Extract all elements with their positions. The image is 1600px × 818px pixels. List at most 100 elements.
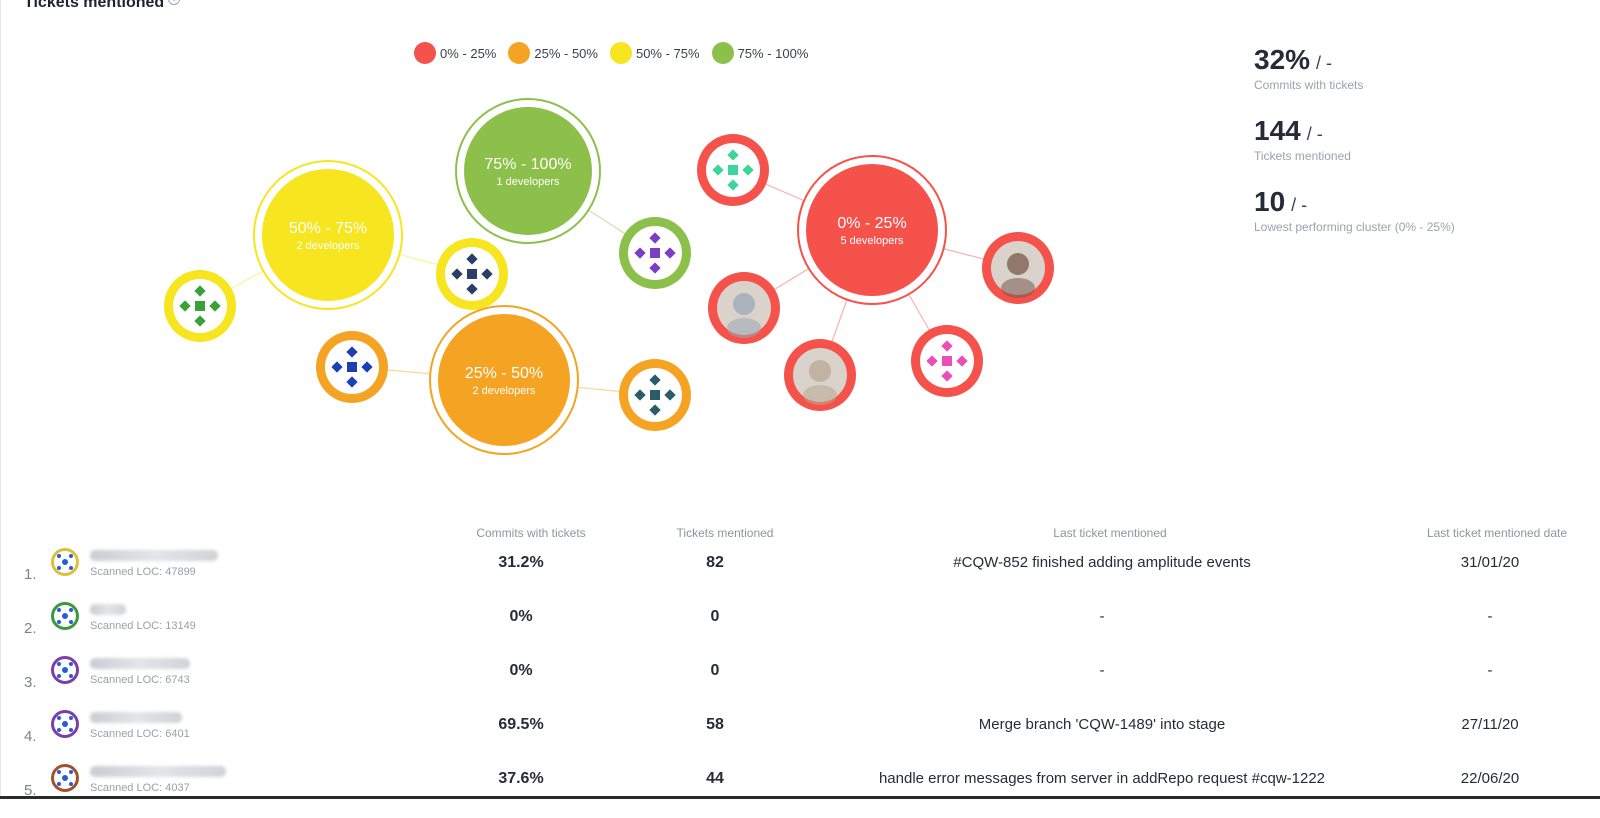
cluster-bubble-chart: 0% - 25% 5 developers 25% - 50% 2 developer… [164,98,1054,455]
avatar[interactable] [51,710,79,738]
section-header: Tickets mentioned i [24,0,181,12]
identicon-tile [727,179,739,191]
cluster-nodes: 0% - 25% 5 developers 25% - 50% 2 developer… [164,98,1054,455]
developer-node[interactable] [164,270,236,342]
tickets-mentioned-value: 44 [706,770,724,787]
identicon-center [728,165,738,175]
cluster-fill [806,164,938,296]
stat-tickets-mentioned: 144 / - Tickets mentioned [1254,115,1554,163]
cluster-developers-label: 2 developers [473,385,536,397]
last-ticket-value[interactable]: Merge branch 'CQW-1489' into stage [978,716,1226,733]
developer-node[interactable] [911,325,983,397]
column-header-commits[interactable]: Commits with tickets [476,526,586,540]
identicon-tile [451,268,463,280]
developer-node[interactable] [708,272,780,344]
developer-node[interactable] [784,339,856,411]
identicon-tile [926,355,938,367]
last-ticket-value[interactable]: - [1099,608,1105,625]
cluster-range-label: 25% - 50% [465,365,543,382]
legend-swatch [711,42,734,64]
legend-item-50-75[interactable]: 50% - 75% [609,42,700,64]
cluster-range-label: 75% - 100% [484,156,571,173]
cluster-bubble-0-25[interactable]: 0% - 25% 5 developers [797,155,947,305]
legend-item-0-25[interactable]: 0% - 25% [414,42,496,64]
cluster-range-label: 0% - 25% [837,215,906,232]
identicon-tile [346,376,358,388]
legend-item-25-50[interactable]: 25% - 50% [508,42,598,64]
table-row[interactable]: 3. Scanned LOC: 6743 0% 0 - - [0,656,1600,710]
tickets-mentioned-value: 82 [706,554,724,571]
identicon-tile [331,361,343,373]
avatar-photo-head [1007,253,1029,275]
developer-node[interactable] [619,217,691,289]
column-header-last-ticket[interactable]: Last ticket mentioned [1053,526,1167,540]
last-ticket-date-value: 22/06/20 [1460,770,1520,787]
identicon-center [195,301,205,311]
identicon-tile [194,315,206,327]
cluster-fill [438,314,570,446]
last-ticket-value[interactable]: handle error messages from server in add… [878,770,1326,787]
identicon-tile [209,300,221,312]
stat-label: Lowest performing cluster (0% - 25%) [1254,220,1455,234]
identicon-tile [649,404,661,416]
blurred-developer-name [90,658,190,669]
legend-swatch [414,42,436,64]
last-ticket-value[interactable]: - [1099,662,1105,679]
avatar[interactable] [51,602,79,630]
commits-with-tickets-value: 31.2% [498,554,544,571]
developer-node[interactable] [982,232,1054,304]
identicon-center [347,362,357,372]
blurred-developer-name [90,604,126,615]
developer-node[interactable] [697,134,769,206]
blurred-developer-name [90,712,182,723]
page-title: Tickets mentioned [24,0,165,11]
cluster-bubble-25-50[interactable]: 25% - 50% 2 developers [429,305,579,455]
table-row[interactable]: 4. Scanned LOC: 6401 69.5% 58 Merge bran… [0,710,1600,764]
column-header-tickets[interactable]: Tickets mentioned [676,526,774,540]
last-ticket-date-value: 31/01/20 [1460,554,1520,571]
last-ticket-date-value: - [1487,608,1493,625]
table-row[interactable]: 5. Scanned LOC: 4037 37.6% 44 handle err… [0,764,1600,818]
tickets-mentioned-value: 0 [710,662,720,679]
identicon-tile [664,247,676,259]
cluster-bubble-75-100[interactable]: 75% - 100% 1 developers [455,98,601,244]
table-row[interactable]: 2. Scanned LOC: 13149 0% 0 - - [0,602,1600,656]
avatar[interactable] [51,548,79,576]
identicon-center [942,356,952,366]
legend-item-75-100[interactable]: 75% - 100% [711,42,809,64]
identicon-tile [941,370,953,382]
tickets-mentioned-page: Tickets mentioned i 0% - 25% 25% - 50% 5… [0,0,1600,799]
cluster-bubble-50-75[interactable]: 50% - 75% 2 developers [253,160,403,310]
identicon-tile [649,232,661,244]
column-header-last-date[interactable]: Last ticket mentioned date [1426,526,1568,540]
identicon-tile [712,164,724,176]
cluster-fill [464,107,592,235]
table-row[interactable]: 1. Scanned LOC: 47899 31.2% 82 #CQW-852 … [0,548,1600,602]
commits-with-tickets-value: 0% [509,608,533,625]
avatar[interactable] [51,656,79,684]
scanned-loc: Scanned LOC: 4037 [90,782,190,794]
row-index: 3. [24,674,37,691]
developer-node[interactable] [436,238,508,310]
identicon-tile [634,389,646,401]
identicon-tile [361,361,373,373]
cluster-developers-label: 2 developers [297,240,360,252]
legend-label: 50% - 75% [635,45,700,61]
tickets-mentioned-value: 0 [710,608,720,625]
developer-node[interactable] [619,359,691,431]
avatar-photo-head [809,360,831,382]
developer-node[interactable] [316,331,388,403]
tickets-mentioned-value: 58 [706,716,724,733]
chart-legend: 0% - 25% 25% - 50% 50% - 75% 75% - 100% [414,42,808,64]
legend-label: 75% - 100% [737,45,809,61]
stat-value: 10 [1254,186,1286,217]
row-index: 5. [24,782,37,799]
last-ticket-value[interactable]: #CQW-852 finished adding amplitude event… [953,554,1251,571]
identicon-tile [481,268,493,280]
avatar-photo-body [803,385,837,405]
avatar-photo-head [733,293,755,315]
avatar[interactable] [51,764,79,792]
cluster-fill [262,169,394,301]
stat-previous: / - [1306,124,1323,144]
stat-label: Commits with tickets [1254,78,1364,92]
